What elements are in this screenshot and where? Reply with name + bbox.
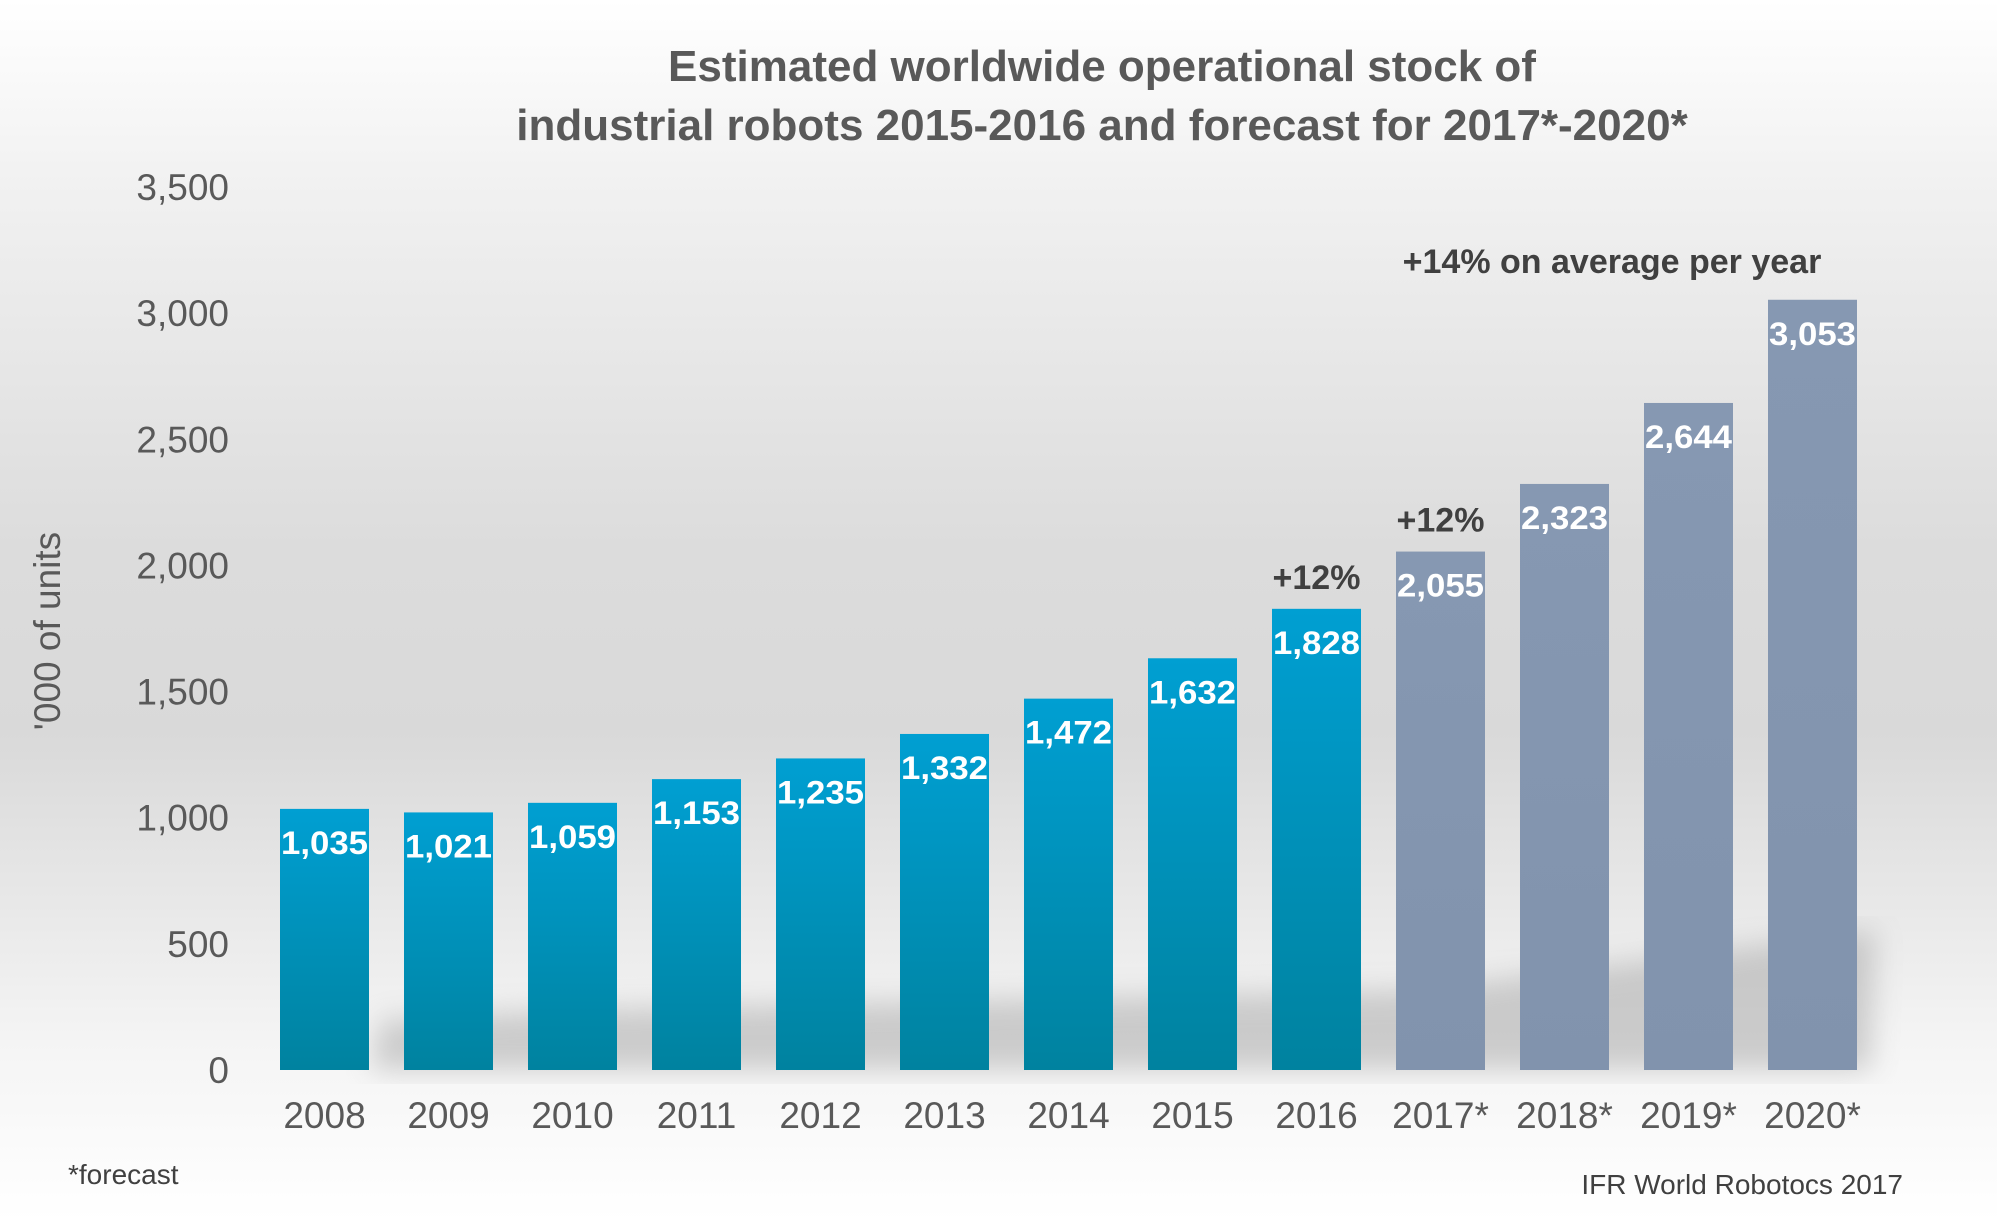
bar-shadow — [370, 930, 1875, 1070]
data-label: 2,323 — [1521, 500, 1608, 536]
x-tick-label: 2011 — [657, 1095, 737, 1136]
x-tick-label: 2020* — [1764, 1095, 1861, 1136]
x-tick-label: 2009 — [407, 1095, 489, 1136]
x-tick-label: 2013 — [903, 1095, 985, 1136]
x-tick-label: 2014 — [1027, 1095, 1109, 1136]
x-tick-label: 2016 — [1275, 1095, 1357, 1136]
annotation: +14% on average per year — [1403, 243, 1822, 281]
data-label: 2,055 — [1397, 568, 1484, 604]
data-label: 3,053 — [1769, 316, 1856, 352]
bar-2015 — [1148, 658, 1237, 1070]
annotation: +12% — [1397, 502, 1485, 540]
chart-title-line-2: industrial robots 2015-2016 and forecast… — [516, 101, 1688, 150]
data-label: 1,632 — [1149, 674, 1236, 710]
data-label: 1,235 — [777, 774, 864, 810]
y-tick-label: 3,500 — [136, 167, 229, 208]
data-label: 1,021 — [405, 828, 492, 864]
data-label: 1,153 — [653, 795, 740, 831]
bar-2012 — [776, 758, 865, 1070]
y-tick-label: 1,000 — [136, 798, 229, 839]
bar-2013 — [900, 733, 989, 1070]
x-tick-label: 2008 — [283, 1095, 365, 1136]
bar-2014 — [1024, 698, 1113, 1070]
data-label: 1,332 — [901, 750, 988, 786]
annotation: +12% — [1273, 559, 1361, 597]
y-tick-label: 500 — [167, 924, 229, 965]
x-tick-label: 2015 — [1151, 1095, 1233, 1136]
bar-2009 — [404, 812, 493, 1070]
bar-2017 — [1396, 551, 1485, 1070]
bar-2016 — [1272, 608, 1361, 1070]
x-tick-label: 2018* — [1516, 1095, 1613, 1136]
x-tick-label: 2017* — [1392, 1095, 1489, 1136]
data-label: 1,828 — [1273, 625, 1360, 661]
y-axis-label: '000 of units — [27, 532, 68, 730]
bar-2008 — [280, 808, 369, 1070]
data-label: 2,644 — [1645, 419, 1732, 455]
bar-2019 — [1644, 402, 1733, 1071]
bar-2020 — [1768, 299, 1857, 1070]
data-label: 1,472 — [1025, 715, 1112, 751]
y-tick-label: 3,000 — [136, 293, 229, 334]
x-tick-label: 2019* — [1640, 1095, 1737, 1136]
chart-title-line-1: Estimated worldwide operational stock of — [668, 42, 1536, 91]
bar-2010 — [528, 802, 617, 1070]
footnote: *forecast — [68, 1159, 179, 1190]
y-tick-label: 0 — [208, 1050, 229, 1091]
data-label: 1,059 — [529, 819, 616, 855]
x-tick-label: 2012 — [779, 1095, 861, 1136]
bar-2018 — [1520, 483, 1609, 1070]
data-label: 1,035 — [281, 825, 368, 861]
x-tick-label: 2010 — [531, 1095, 613, 1136]
source-note: IFR World Robotocs 2017 — [1581, 1169, 1903, 1200]
y-tick-label: 2,000 — [136, 545, 229, 586]
bar-2011 — [652, 779, 741, 1070]
y-tick-label: 2,500 — [136, 419, 229, 460]
y-tick-label: 1,500 — [136, 672, 229, 713]
